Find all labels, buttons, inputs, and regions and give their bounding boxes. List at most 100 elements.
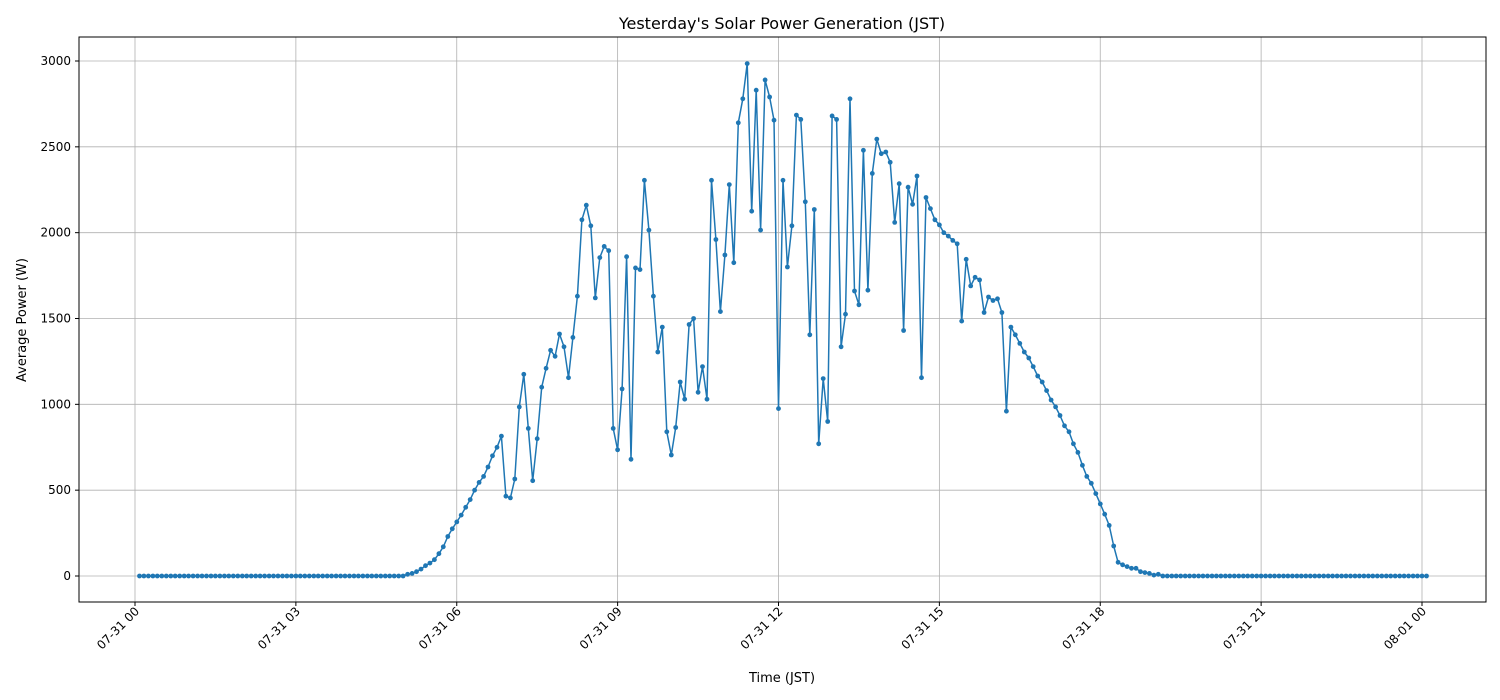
data-point: [1272, 573, 1277, 579]
data-point: [512, 476, 518, 482]
y-tick-label: 1500: [40, 312, 71, 326]
data-point: [1205, 573, 1210, 579]
data-point: [342, 573, 348, 579]
data-point: [315, 573, 321, 579]
data-point: [400, 573, 406, 579]
data-point: [843, 311, 848, 317]
data-point: [190, 573, 196, 579]
data-point: [557, 331, 562, 337]
y-tick-label: 0: [63, 569, 71, 583]
data-point: [615, 447, 620, 453]
data-point: [159, 573, 165, 579]
data-point: [856, 302, 862, 308]
data-point: [802, 199, 808, 205]
data-point: [1164, 573, 1170, 579]
x-tick-label: 08-01 00: [1381, 604, 1429, 652]
chart-title: Yesterday's Solar Power Generation (JST): [618, 14, 945, 33]
data-point: [794, 112, 799, 118]
data-point: [1147, 571, 1152, 576]
data-point: [1115, 559, 1121, 565]
data-point: [1303, 573, 1309, 579]
data-point: [749, 208, 755, 214]
data-point: [1223, 573, 1228, 579]
data-point: [534, 436, 540, 442]
data-point: [311, 573, 317, 579]
series-layer: [137, 61, 1429, 579]
data-point: [405, 571, 410, 577]
data-point: [950, 238, 956, 243]
data-point: [1249, 573, 1255, 579]
data-point: [597, 255, 603, 260]
data-point: [642, 177, 647, 183]
data-point: [503, 493, 509, 499]
data-point: [981, 310, 987, 315]
data-point: [825, 419, 831, 424]
data-point: [293, 573, 299, 579]
data-point: [887, 159, 893, 165]
data-point: [239, 573, 245, 579]
data-point: [1178, 573, 1184, 579]
data-point: [1379, 573, 1385, 579]
data-point: [365, 573, 370, 579]
data-point: [1133, 565, 1139, 571]
data-point: [347, 573, 352, 579]
data-point: [516, 404, 522, 410]
data-point: [847, 96, 853, 102]
data-point: [1160, 573, 1166, 579]
data-point: [700, 364, 705, 369]
data-point: [619, 386, 625, 392]
data-point: [905, 184, 911, 190]
data-point: [829, 113, 835, 119]
data-point: [235, 573, 241, 579]
data-point: [154, 573, 160, 579]
data-point: [740, 96, 746, 102]
data-point: [1254, 573, 1260, 579]
y-tick-label: 2000: [40, 226, 71, 240]
data-point: [588, 223, 594, 229]
data-point: [932, 217, 938, 223]
x-tick-label: 07-31 12: [738, 604, 786, 652]
data-point: [583, 202, 589, 208]
data-point: [878, 151, 884, 157]
data-point: [1062, 423, 1067, 429]
y-tick-label: 3000: [40, 54, 71, 68]
data-point: [1316, 573, 1322, 579]
data-point: [213, 573, 218, 579]
data-point: [217, 573, 223, 579]
data-point: [762, 77, 768, 83]
data-point: [163, 573, 169, 579]
data-point: [222, 573, 227, 579]
data-point: [901, 328, 906, 333]
data-point: [1044, 388, 1049, 393]
data-point: [1357, 573, 1362, 579]
data-point: [718, 309, 723, 314]
data-point: [329, 573, 334, 579]
x-tick-label: 07-31 06: [416, 604, 464, 652]
data-point: [785, 264, 790, 270]
data-point: [655, 349, 661, 355]
data-point: [382, 573, 388, 579]
data-point: [1142, 570, 1148, 575]
data-point: [467, 497, 473, 502]
x-tick-label: 07-31 00: [94, 604, 142, 652]
data-point: [633, 265, 638, 271]
data-point: [731, 260, 737, 266]
data-point: [651, 293, 656, 299]
data-point: [338, 573, 343, 579]
data-point: [606, 248, 612, 254]
data-point: [624, 254, 629, 260]
data-point: [610, 426, 616, 431]
data-point: [686, 322, 692, 327]
data-point: [436, 551, 442, 557]
x-tick-label: 07-31 09: [577, 604, 625, 652]
data-point: [1111, 543, 1117, 549]
series-line: [139, 62, 1427, 577]
data-point: [874, 136, 880, 142]
data-point: [1424, 573, 1429, 579]
x-tick-label: 07-31 03: [255, 604, 303, 652]
data-point: [1026, 355, 1032, 361]
data-point: [539, 384, 545, 390]
data-point: [150, 573, 156, 579]
data-point: [141, 573, 147, 579]
